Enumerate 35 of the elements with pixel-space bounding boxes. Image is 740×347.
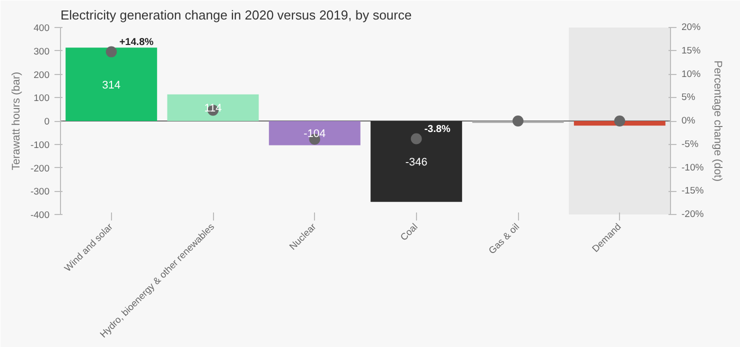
y-tick-label: 0: [44, 116, 50, 128]
y-tick-label: -100: [30, 140, 50, 151]
y2-tick-label: -15%: [682, 186, 704, 197]
bar: [268, 121, 360, 146]
data-label: -104: [304, 128, 326, 140]
y2-tick-label: 20%: [682, 22, 702, 33]
x-tick-label: Gas & oil: [486, 222, 522, 257]
y2-tick-label: -5%: [682, 138, 699, 150]
y-tick-label: 400: [34, 23, 50, 34]
point: [410, 133, 422, 144]
y2-tick-label: 0%: [682, 116, 696, 126]
y-tick-label: 100: [34, 93, 50, 104]
y-tick-label: 200: [34, 70, 50, 81]
y2-tick-label: -20%: [682, 209, 704, 220]
data-label: 314: [102, 79, 121, 92]
bar: [66, 48, 158, 121]
chart-title: Electricity generation change in 2020 versus 2019, by source: [60, 8, 412, 22]
data-label: -3.8%: [424, 124, 451, 135]
y2-tick-label: 15%: [682, 45, 702, 56]
data-label: -346: [405, 156, 428, 168]
y-axis-title: Terawatt hours (bar): [10, 72, 22, 170]
y-tick-label: -400: [30, 210, 50, 221]
point: [512, 116, 524, 126]
y2-tick-label: 10%: [682, 68, 702, 80]
point: [614, 116, 626, 126]
y2-tick-label: -10%: [682, 162, 704, 174]
y2-axis-title: Percentage change (dot): [712, 60, 724, 182]
y-tick-label: -200: [30, 163, 50, 174]
point: [106, 46, 117, 58]
bar: [167, 94, 259, 121]
bar: [370, 121, 462, 202]
y2-tick-label: 5%: [682, 92, 696, 104]
y-tick-label: -300: [30, 186, 50, 198]
y-tick-label: 300: [34, 46, 50, 58]
data-label: +14.8%: [119, 36, 154, 48]
